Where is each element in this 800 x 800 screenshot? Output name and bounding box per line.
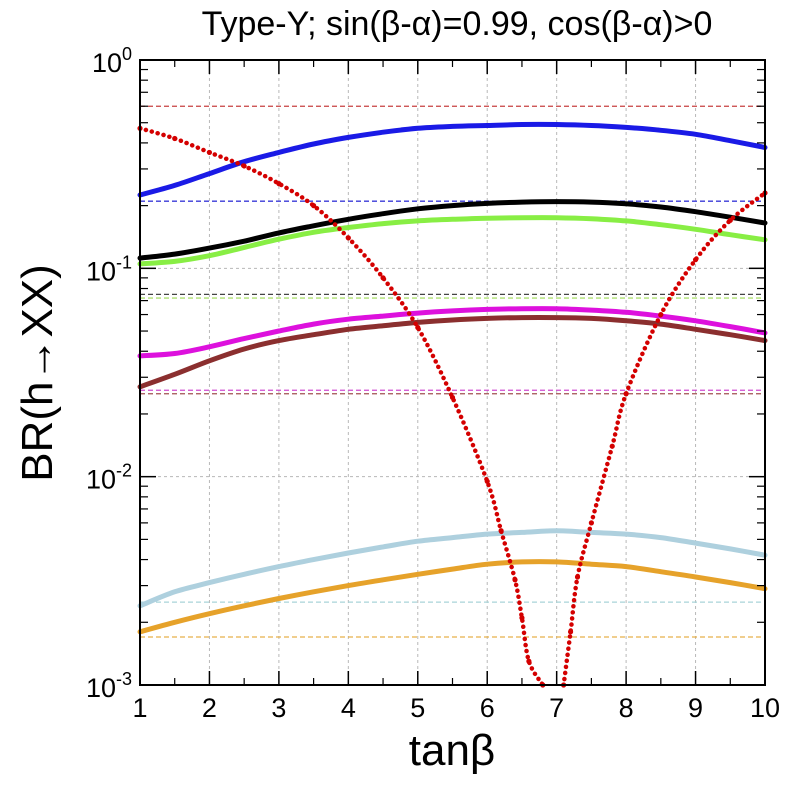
x-tick-label: 8 (619, 693, 634, 723)
y-axis-label: BR(h→XX) (13, 264, 62, 482)
y-tick-exponent: -1 (116, 252, 132, 272)
series-red-point (574, 574, 581, 580)
series-red-point (658, 311, 664, 318)
series-red-point (609, 443, 615, 449)
y-tick-exponent: -3 (116, 669, 132, 689)
series-red-point (512, 577, 518, 583)
series-red-point (623, 391, 629, 397)
x-tick-label: 3 (271, 693, 286, 723)
series-red-point (498, 528, 504, 534)
series-red (137, 125, 768, 688)
x-tick-label: 7 (549, 693, 564, 723)
series-red-point (311, 203, 317, 209)
series-red-branch (561, 190, 768, 688)
series-red-point (241, 163, 247, 169)
series-red-point (276, 181, 282, 187)
x-tick-label: 9 (688, 693, 703, 723)
y-tick-base: 10 (86, 465, 116, 495)
series-red-point (345, 235, 351, 241)
series-red-point (567, 629, 574, 635)
series-red-point (172, 135, 178, 142)
series-red-point (206, 149, 213, 156)
series-red-point (519, 615, 525, 621)
y-tick-base: 10 (86, 256, 116, 286)
y-tick-exponent: 0 (122, 44, 132, 64)
series-red-point (380, 275, 386, 281)
y-tick-label: 10-2 (86, 461, 132, 495)
series-red-point (415, 324, 421, 331)
y-tick-base: 10 (86, 673, 116, 703)
series-red-point (727, 217, 733, 223)
series-red-point (449, 394, 456, 401)
series-green (137, 215, 768, 267)
x-tick-label: 4 (341, 693, 356, 723)
x-tick-labels: 1 2 3 4 5 6 7 8 9 10 (132, 693, 780, 723)
series-orange (137, 559, 768, 635)
series-red-point (484, 478, 490, 484)
y-tick-base: 10 (92, 48, 122, 78)
series-red-point (526, 658, 532, 664)
y-tick-label: 10-3 (86, 669, 132, 703)
x-tick-label: 6 (480, 693, 495, 723)
x-tick-label: 2 (202, 693, 217, 723)
series-black (137, 199, 768, 261)
series-red-branch (137, 126, 546, 688)
x-tick-label: 10 (750, 693, 780, 723)
grid-layer (140, 60, 765, 685)
x-tick-label: 5 (410, 693, 425, 723)
x-axis-label: tanβ (409, 726, 495, 775)
series-layer (137, 121, 768, 688)
series-red-point (588, 520, 594, 526)
series-blue (137, 121, 768, 198)
y-tick-label: 10-1 (86, 252, 132, 286)
series-brown (137, 315, 768, 390)
y-tick-label: 100 (92, 44, 132, 78)
tick-layer (139, 59, 766, 686)
series-red-point (692, 257, 699, 263)
y-tick-exponent: -2 (116, 461, 132, 481)
series-lightblue (137, 528, 768, 609)
chart-title: Type-Y; sin(β-α)=0.99, cos(β-α)>0 (202, 5, 713, 43)
x-tick-label: 1 (132, 693, 147, 723)
reference-lines (140, 105, 765, 638)
